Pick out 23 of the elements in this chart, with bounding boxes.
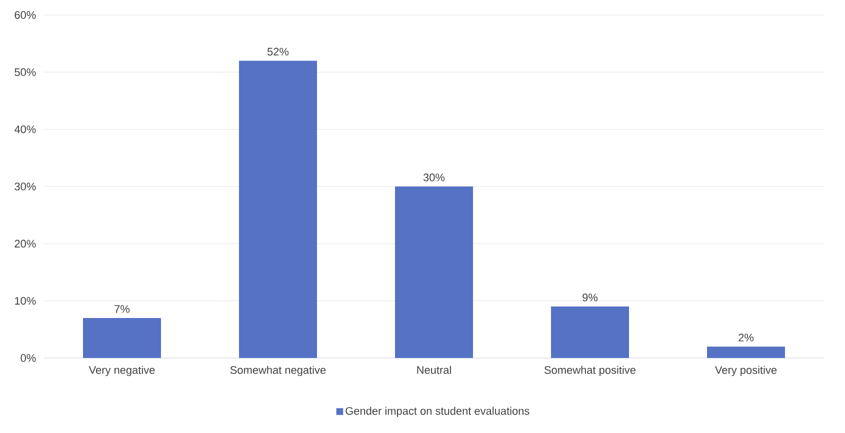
- y-tick-label: 40%: [14, 125, 36, 134]
- legend-label: Gender impact on student evaluations: [346, 406, 530, 417]
- bar: [395, 186, 474, 358]
- data-label: 2%: [738, 334, 754, 342]
- y-tick-label: 60%: [14, 11, 36, 19]
- x-tick-label: Very positive: [714, 366, 777, 376]
- bar: [707, 346, 786, 358]
- y-tick-label: 50%: [14, 68, 36, 76]
- data-label: 30%: [423, 174, 445, 182]
- x-tick-label: Neutral: [417, 366, 451, 374]
- bar: [551, 306, 630, 358]
- data-label: 9%: [582, 294, 598, 302]
- bar: [239, 60, 318, 358]
- x-tick-label: Somewhat negative: [230, 366, 326, 376]
- bar: [83, 318, 161, 358]
- data-label: 52%: [267, 48, 289, 56]
- y-tick-label: 0%: [20, 354, 36, 362]
- y-tick-label: 10%: [15, 296, 36, 305]
- y-tick-label: 30%: [14, 182, 36, 190]
- x-tick-label: Very negative: [88, 366, 155, 376]
- x-tick-label: Somewhat positive: [544, 366, 636, 376]
- data-label: 7%: [114, 305, 130, 313]
- y-tick-label: 20%: [14, 240, 36, 248]
